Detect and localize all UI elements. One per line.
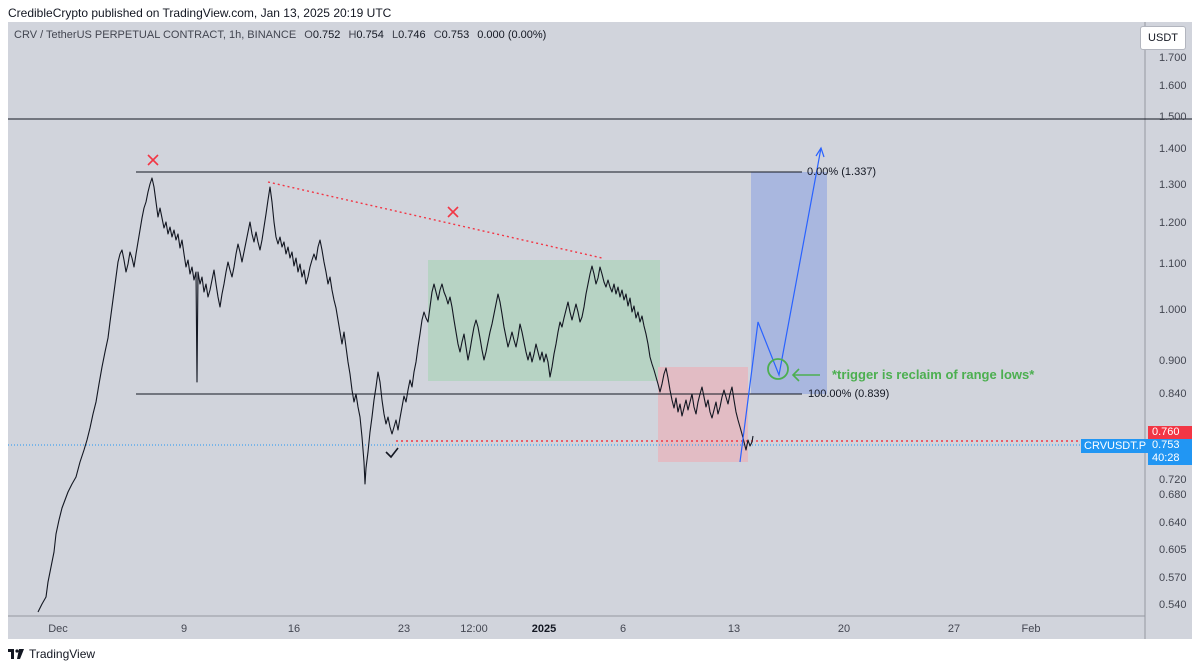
y-tick-label: 1.300 (1159, 179, 1187, 191)
currency-button[interactable]: USDT (1140, 26, 1186, 50)
y-tick-label: 0.540 (1159, 599, 1187, 611)
y-tick-label: 0.605 (1159, 544, 1187, 556)
y-tick-label: 1.400 (1159, 143, 1187, 155)
y-tick-label: 1.500 (1159, 111, 1187, 123)
x-tick-label: 9 (180, 623, 188, 635)
x-tick-label: 27 (947, 623, 961, 635)
x-tick-label: 23 (397, 623, 411, 635)
y-tick-label: 1.200 (1159, 217, 1187, 229)
y-tick-label: 0.900 (1159, 355, 1187, 367)
price-line (37, 177, 754, 613)
x-tick-label: 16 (287, 623, 301, 635)
y-tick-label: 1.700 (1159, 52, 1187, 64)
fib-bottom-label: 100.00% (0.839) (808, 388, 890, 400)
y-tick-label: 0.570 (1159, 572, 1187, 584)
projection-arrowhead (815, 146, 825, 158)
breakdown-box (658, 367, 748, 462)
publish-caption: CredibleCrypto published on TradingView.… (8, 6, 392, 20)
high-price-tag: 0.760 (1148, 426, 1192, 439)
open-value: 0.752 (312, 29, 341, 41)
trigger-circle (767, 358, 789, 380)
y-tick-label: 1.000 (1159, 304, 1187, 316)
range-box (428, 260, 660, 381)
bar-countdown-tag: 40:28 (1148, 452, 1192, 465)
open-label: O (304, 29, 313, 41)
low-label: L (391, 29, 399, 41)
x-tick-label: 6 (619, 623, 627, 635)
x-tick-label: 20 (837, 623, 851, 635)
tradingview-icon (8, 649, 24, 659)
change-value: 0.000 (0.00%) (477, 29, 547, 41)
x-tick-label: 2025 (531, 623, 557, 635)
projection-path (739, 147, 822, 463)
symbol-legend[interactable]: CRV / TetherUS PERPETUAL CONTRACT, 1h, B… (14, 29, 546, 41)
trigger-note: *trigger is reclaim of range lows* (832, 367, 1035, 382)
price-chart[interactable] (8, 22, 1192, 639)
high-label: H (348, 29, 357, 41)
y-tick-label: 0.840 (1159, 388, 1187, 400)
close-label: C (433, 29, 442, 41)
symbol-name: CRV / TetherUS PERPETUAL CONTRACT, 1h, B… (14, 29, 297, 41)
y-tick-label: 1.100 (1159, 258, 1187, 270)
brand-name: TradingView (29, 647, 96, 661)
target-box (751, 172, 827, 394)
last-price-tag: 0.753 (1148, 439, 1192, 452)
x-tick-label: Dec (48, 623, 68, 635)
rejection-x-mark-1 (147, 154, 159, 166)
fib-top-label: 0.00% (1.337) (807, 166, 877, 178)
trigger-arrow-head (791, 368, 800, 382)
y-tick-label: 0.720 (1159, 474, 1187, 486)
x-tick-label: Feb (1021, 623, 1041, 635)
high-value: 0.754 (356, 29, 384, 41)
low-value: 0.746 (398, 29, 426, 41)
x-tick-label: 13 (727, 623, 741, 635)
x-tick-label: 12:00 (460, 623, 488, 635)
ticker-tag: CRVUSDT.P (1081, 439, 1150, 453)
check-mark (385, 447, 399, 459)
tradingview-logo[interactable]: TradingView (8, 647, 95, 661)
chart-area[interactable]: CRV / TetherUS PERPETUAL CONTRACT, 1h, B… (8, 22, 1192, 639)
y-tick-label: 0.680 (1159, 489, 1187, 501)
y-tick-label: 1.600 (1159, 80, 1187, 92)
descending-trendline (267, 181, 603, 259)
y-tick-label: 0.640 (1159, 517, 1187, 529)
close-value: 0.753 (441, 29, 470, 41)
rejection-x-mark-2 (447, 206, 459, 218)
